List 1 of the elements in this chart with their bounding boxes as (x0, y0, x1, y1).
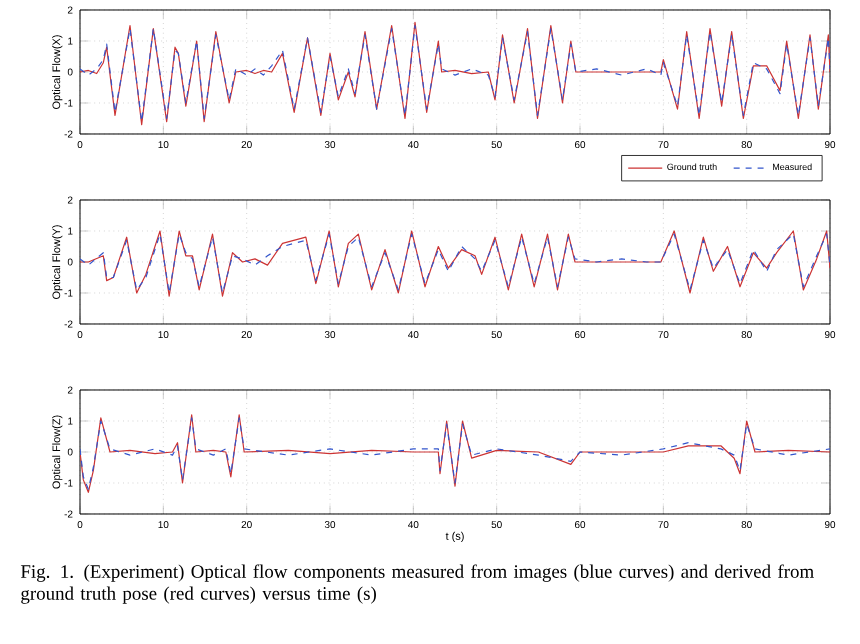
caption: Fig. 1. (Experiment) Optical flow components measured from images (blue curves) and derived from ground truth pose (red curves) versus time (s) (20, 564, 814, 604)
